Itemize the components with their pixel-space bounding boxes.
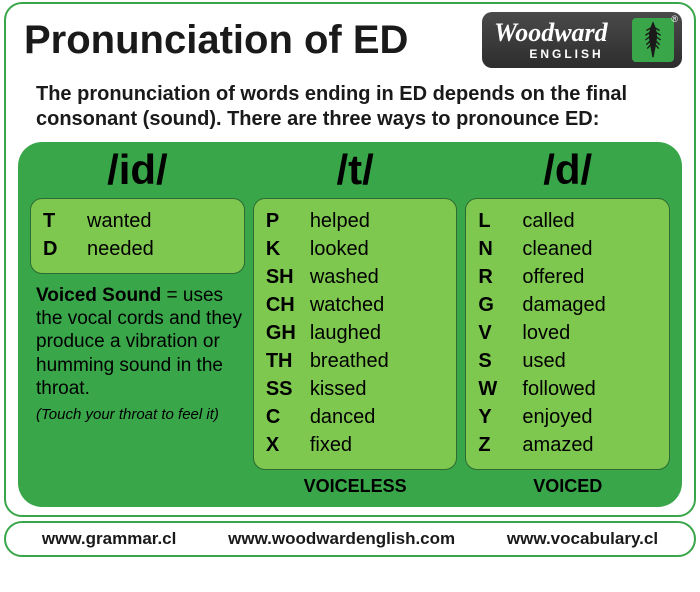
word-cell: breathed xyxy=(310,347,445,375)
letter-cell: C xyxy=(266,403,310,431)
table-row: SSkissed xyxy=(266,375,445,403)
table-row: Dneeded xyxy=(43,235,232,263)
letter-cell: SH xyxy=(266,263,310,291)
logo-text: Woodward ENGLISH xyxy=(494,20,608,60)
table-row: Roffered xyxy=(478,263,657,291)
column-id: /id/ TwantedDneeded Voiced Sound = uses … xyxy=(30,146,245,497)
word-cell: danced xyxy=(310,403,445,431)
header-d: /d/ xyxy=(465,146,670,194)
letter-cell: Z xyxy=(478,431,522,459)
box-id: TwantedDneeded xyxy=(30,198,245,274)
table-row: Ncleaned xyxy=(478,235,657,263)
word-cell: damaged xyxy=(522,291,657,319)
header-t: /t/ xyxy=(253,146,458,194)
footer-link-woodward[interactable]: www.woodwardenglish.com xyxy=(228,529,455,549)
caption-voiced: VOICED xyxy=(465,476,670,497)
caption-voiceless: VOICELESS xyxy=(253,476,458,497)
word-cell: kissed xyxy=(310,375,445,403)
table-row: Cdanced xyxy=(266,403,445,431)
word-cell: wanted xyxy=(87,207,232,235)
table-row: Vloved xyxy=(478,319,657,347)
word-cell: washed xyxy=(310,263,445,291)
table-row: SHwashed xyxy=(266,263,445,291)
voiced-note-bold: Voiced Sound xyxy=(36,285,161,306)
word-cell: helped xyxy=(310,207,445,235)
word-cell: watched xyxy=(310,291,445,319)
table-row: THbreathed xyxy=(266,347,445,375)
main-card: Pronunciation of ED ® Woodward ENGLISH T… xyxy=(4,2,696,517)
letter-cell: N xyxy=(478,235,522,263)
letter-cell: D xyxy=(43,235,87,263)
table-row: Sused xyxy=(478,347,657,375)
word-cell: fixed xyxy=(310,431,445,459)
table-row: CHwatched xyxy=(266,291,445,319)
table-row: GHlaughed xyxy=(266,319,445,347)
voiced-note: Voiced Sound = uses the vocal cords and … xyxy=(30,274,245,400)
word-cell: offered xyxy=(522,263,657,291)
word-cell: used xyxy=(522,347,657,375)
table-row: Zamazed xyxy=(478,431,657,459)
word-cell: amazed xyxy=(522,431,657,459)
column-t: /t/ PhelpedKlookedSHwashedCHwatchedGHlau… xyxy=(253,146,458,497)
table-row: Klooked xyxy=(266,235,445,263)
logo-line1: Woodward xyxy=(494,20,608,46)
table-row: Wfollowed xyxy=(478,375,657,403)
box-t: PhelpedKlookedSHwashedCHwatchedGHlaughed… xyxy=(253,198,458,470)
letter-cell: X xyxy=(266,431,310,459)
letter-cell: CH xyxy=(266,291,310,319)
intro-text: The pronunciation of words ending in ED … xyxy=(18,68,682,142)
column-d: /d/ LcalledNcleanedRofferedGdamagedVlove… xyxy=(465,146,670,497)
box-d: LcalledNcleanedRofferedGdamagedVlovedSus… xyxy=(465,198,670,470)
word-cell: cleaned xyxy=(522,235,657,263)
woodward-logo: ® Woodward ENGLISH xyxy=(482,12,682,68)
word-cell: looked xyxy=(310,235,445,263)
word-cell: needed xyxy=(87,235,232,263)
letter-cell: S xyxy=(478,347,522,375)
footer-link-vocabulary[interactable]: www.vocabulary.cl xyxy=(507,529,658,549)
fern-badge xyxy=(632,18,674,62)
letter-cell: K xyxy=(266,235,310,263)
pronunciation-panel: /id/ TwantedDneeded Voiced Sound = uses … xyxy=(18,142,682,507)
header-row: Pronunciation of ED ® Woodward ENGLISH xyxy=(18,12,682,68)
word-cell: followed xyxy=(522,375,657,403)
table-row: Lcalled xyxy=(478,207,657,235)
logo-line2: ENGLISH xyxy=(494,48,608,60)
fern-icon xyxy=(638,21,668,59)
letter-cell: P xyxy=(266,207,310,235)
letter-cell: V xyxy=(478,319,522,347)
table-row: Twanted xyxy=(43,207,232,235)
footer-link-grammar[interactable]: www.grammar.cl xyxy=(42,529,176,549)
voiced-note-small: (Touch your throat to feel it) xyxy=(30,400,245,423)
word-cell: enjoyed xyxy=(522,403,657,431)
page-title: Pronunciation of ED xyxy=(18,12,408,63)
table-row: Yenjoyed xyxy=(478,403,657,431)
letter-cell: GH xyxy=(266,319,310,347)
table-row: Phelped xyxy=(266,207,445,235)
word-cell: laughed xyxy=(310,319,445,347)
letter-cell: L xyxy=(478,207,522,235)
letter-cell: TH xyxy=(266,347,310,375)
word-cell: called xyxy=(522,207,657,235)
letter-cell: SS xyxy=(266,375,310,403)
table-row: Xfixed xyxy=(266,431,445,459)
header-id: /id/ xyxy=(30,146,245,194)
letter-cell: T xyxy=(43,207,87,235)
registered-mark: ® xyxy=(671,14,678,24)
table-row: Gdamaged xyxy=(478,291,657,319)
letter-cell: R xyxy=(478,263,522,291)
footer-links: www.grammar.cl www.woodwardenglish.com w… xyxy=(4,521,696,557)
letter-cell: W xyxy=(478,375,522,403)
word-cell: loved xyxy=(522,319,657,347)
letter-cell: Y xyxy=(478,403,522,431)
letter-cell: G xyxy=(478,291,522,319)
